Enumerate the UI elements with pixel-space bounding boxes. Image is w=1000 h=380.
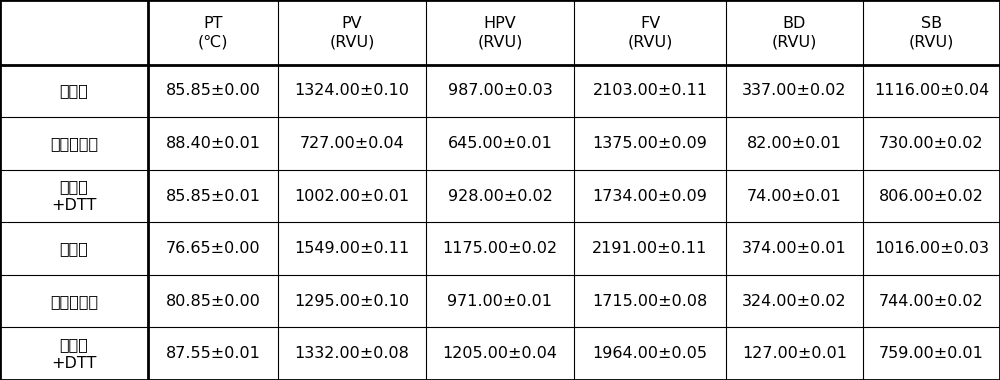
Text: 744.00±0.02: 744.00±0.02 bbox=[879, 294, 984, 309]
Text: FV
(RVU): FV (RVU) bbox=[627, 16, 673, 49]
Text: 1116.00±0.04: 1116.00±0.04 bbox=[874, 83, 989, 98]
Text: 1549.00±0.11: 1549.00±0.11 bbox=[294, 241, 410, 256]
Text: 82.00±0.01: 82.00±0.01 bbox=[747, 136, 842, 151]
Text: BD
(RVU): BD (RVU) bbox=[772, 16, 817, 49]
Text: 发芽红高粱: 发芽红高粱 bbox=[50, 294, 98, 309]
Text: 85.85±0.01: 85.85±0.01 bbox=[166, 188, 260, 204]
Text: 324.00±0.02: 324.00±0.02 bbox=[742, 294, 847, 309]
Text: HPV
(RVU): HPV (RVU) bbox=[477, 16, 523, 49]
Text: 759.00±0.01: 759.00±0.01 bbox=[879, 346, 984, 361]
Text: 928.00±0.02: 928.00±0.02 bbox=[448, 188, 552, 204]
Text: 727.00±0.04: 727.00±0.04 bbox=[300, 136, 404, 151]
Text: 白高粱: 白高粱 bbox=[60, 83, 88, 98]
Text: 374.00±0.01: 374.00±0.01 bbox=[742, 241, 847, 256]
Text: 971.00±0.01: 971.00±0.01 bbox=[448, 294, 552, 309]
Text: 337.00±0.02: 337.00±0.02 bbox=[742, 83, 847, 98]
Text: 730.00±0.02: 730.00±0.02 bbox=[879, 136, 984, 151]
Text: 1002.00±0.01: 1002.00±0.01 bbox=[294, 188, 410, 204]
Text: 1205.00±0.04: 1205.00±0.04 bbox=[442, 346, 558, 361]
Text: 红高粱
+DTT: 红高粱 +DTT bbox=[51, 337, 97, 370]
Text: 2191.00±0.11: 2191.00±0.11 bbox=[592, 241, 708, 256]
Text: 1964.00±0.05: 1964.00±0.05 bbox=[593, 346, 708, 361]
Text: 74.00±0.01: 74.00±0.01 bbox=[747, 188, 842, 204]
Text: 1734.00±0.09: 1734.00±0.09 bbox=[593, 188, 707, 204]
Text: 1175.00±0.02: 1175.00±0.02 bbox=[442, 241, 558, 256]
Text: PV
(RVU): PV (RVU) bbox=[329, 16, 375, 49]
Text: 1295.00±0.10: 1295.00±0.10 bbox=[294, 294, 410, 309]
Text: 85.85±0.00: 85.85±0.00 bbox=[166, 83, 260, 98]
Text: 2103.00±0.11: 2103.00±0.11 bbox=[592, 83, 708, 98]
Text: 127.00±0.01: 127.00±0.01 bbox=[742, 346, 847, 361]
Text: 1375.00±0.09: 1375.00±0.09 bbox=[593, 136, 707, 151]
Text: 987.00±0.03: 987.00±0.03 bbox=[448, 83, 552, 98]
Text: 806.00±0.02: 806.00±0.02 bbox=[879, 188, 984, 204]
Text: 红高粱: 红高粱 bbox=[60, 241, 88, 256]
Text: 1332.00±0.08: 1332.00±0.08 bbox=[295, 346, 409, 361]
Text: 发芽白高粱: 发芽白高粱 bbox=[50, 136, 98, 151]
Text: 76.65±0.00: 76.65±0.00 bbox=[166, 241, 260, 256]
Text: 87.55±0.01: 87.55±0.01 bbox=[166, 346, 260, 361]
Text: 1016.00±0.03: 1016.00±0.03 bbox=[874, 241, 989, 256]
Text: 80.85±0.00: 80.85±0.00 bbox=[166, 294, 260, 309]
Text: 1324.00±0.10: 1324.00±0.10 bbox=[295, 83, 410, 98]
Text: SB
(RVU): SB (RVU) bbox=[909, 16, 954, 49]
Text: PT
(℃): PT (℃) bbox=[198, 16, 228, 49]
Text: 白高粱
+DTT: 白高粱 +DTT bbox=[51, 179, 97, 213]
Text: 645.00±0.01: 645.00±0.01 bbox=[448, 136, 552, 151]
Text: 1715.00±0.08: 1715.00±0.08 bbox=[592, 294, 708, 309]
Text: 88.40±0.01: 88.40±0.01 bbox=[166, 136, 260, 151]
